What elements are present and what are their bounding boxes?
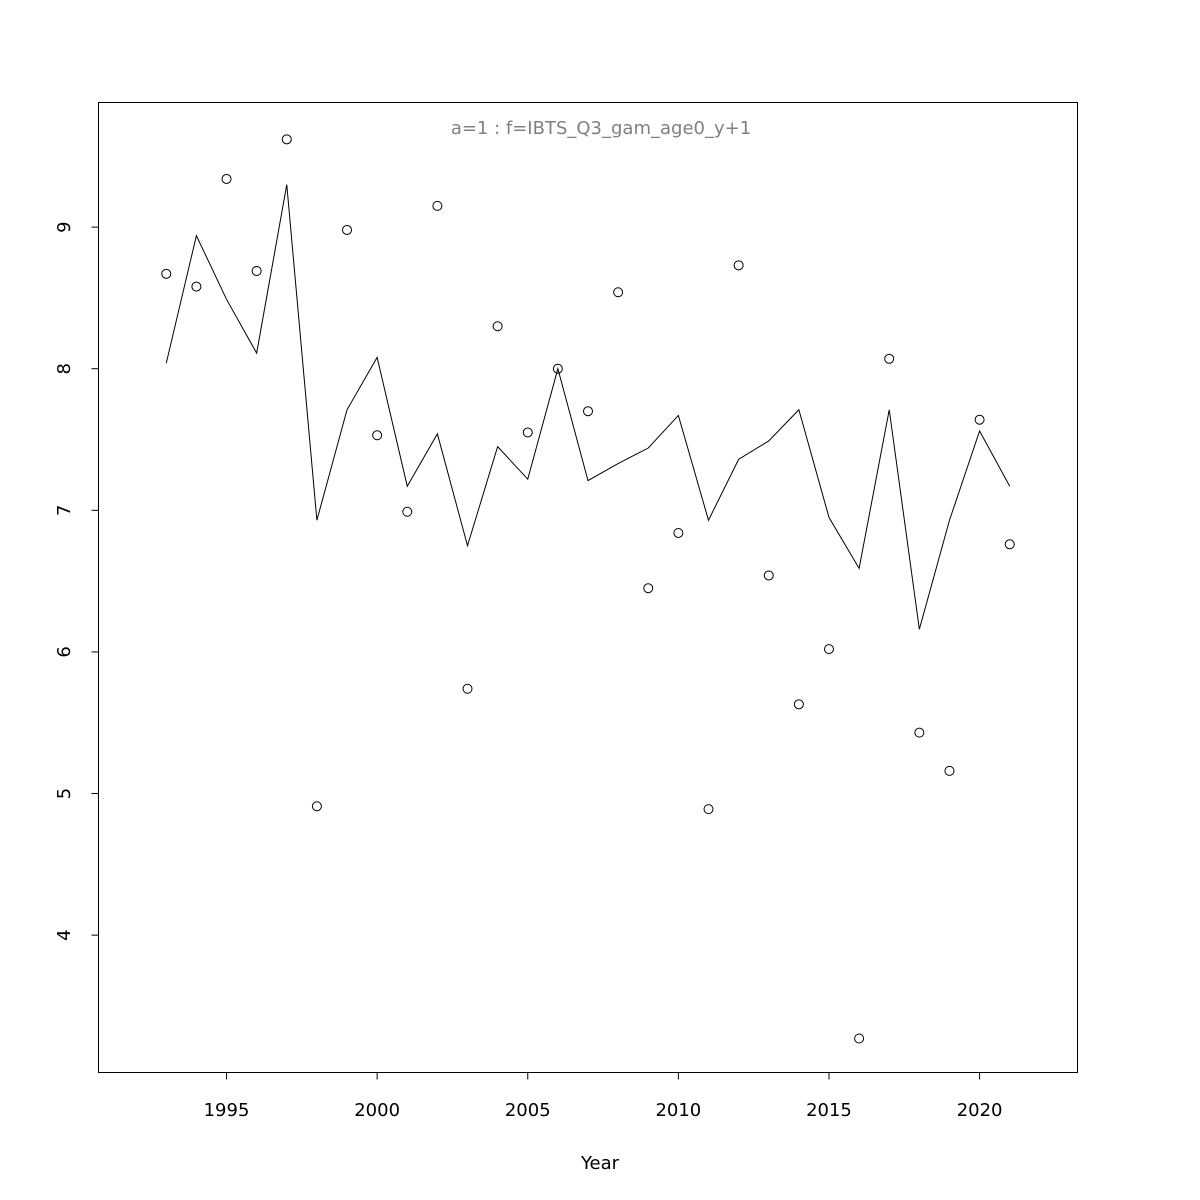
data-point xyxy=(492,321,503,332)
data-point xyxy=(613,287,624,298)
data-point xyxy=(1004,539,1015,550)
x-tick-label: 2005 xyxy=(505,1100,551,1121)
y-tick-label: 6 xyxy=(54,646,75,657)
x-tick-label: 1995 xyxy=(204,1100,250,1121)
y-tick-label: 7 xyxy=(54,505,75,516)
data-point xyxy=(823,644,834,655)
y-tick-label: 5 xyxy=(54,788,75,799)
x-tick-label: 2015 xyxy=(806,1100,852,1121)
y-tick-label: 4 xyxy=(54,929,75,940)
data-point xyxy=(462,683,473,694)
data-point xyxy=(733,260,744,271)
x-tick-label: 2000 xyxy=(354,1100,400,1121)
data-point xyxy=(703,804,714,815)
x-axis-label: Year xyxy=(580,1153,620,1174)
y-tick-label: 8 xyxy=(54,363,75,374)
data-point xyxy=(432,200,443,211)
data-point xyxy=(161,268,172,279)
data-point xyxy=(522,427,533,438)
data-point xyxy=(251,266,262,277)
data-point xyxy=(342,224,353,235)
data-point xyxy=(793,699,804,710)
data-point xyxy=(372,430,383,441)
data-line xyxy=(165,184,1011,630)
data-point xyxy=(944,765,955,776)
data-point xyxy=(974,414,985,425)
data-point xyxy=(763,570,774,581)
y-tick-label: 9 xyxy=(54,221,75,232)
data-point xyxy=(914,727,925,738)
data-point xyxy=(643,583,654,594)
data-point xyxy=(311,801,322,812)
data-point xyxy=(402,506,413,517)
data-point xyxy=(221,173,232,184)
x-tick-label: 2020 xyxy=(957,1100,1003,1121)
data-point xyxy=(673,527,684,538)
data-point xyxy=(884,353,895,364)
data-point xyxy=(583,406,593,417)
data-point xyxy=(191,281,202,292)
data-point xyxy=(854,1033,865,1044)
x-tick-label: 2010 xyxy=(655,1100,701,1121)
data-point xyxy=(552,363,563,374)
chart-title: a=1 : f=IBTS_Q3_gam_age0_y+1 xyxy=(451,118,751,139)
data-point xyxy=(281,134,292,145)
